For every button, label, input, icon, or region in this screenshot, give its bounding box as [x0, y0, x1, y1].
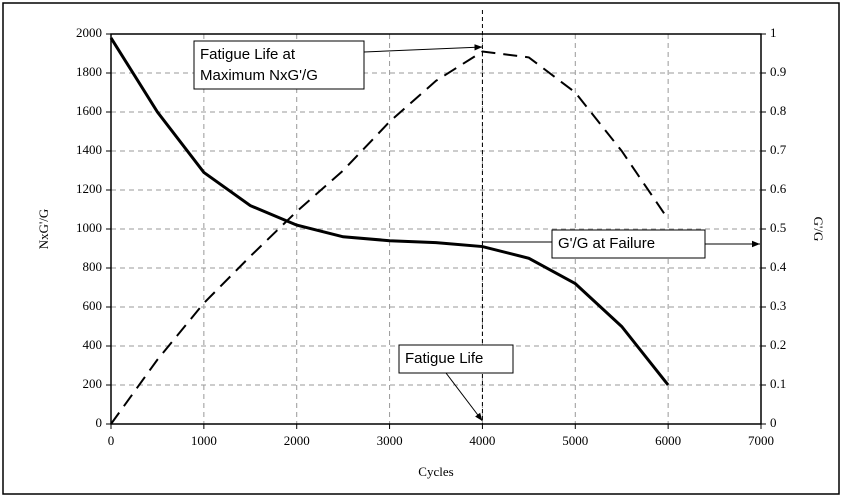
- x-tick-label: 2000: [284, 433, 310, 448]
- arrow: [445, 372, 483, 422]
- x-tick-label: 6000: [655, 433, 681, 448]
- annotation-text: Maximum NxG'/G: [200, 67, 318, 84]
- series-line: [109, 37, 670, 386]
- y-tick-label: 1400: [76, 142, 102, 157]
- plot-border: [110, 33, 762, 425]
- annotation-text: G'/G at Failure: [558, 235, 655, 252]
- annotation-box: [193, 40, 365, 90]
- y2-tick-label: 0.1: [770, 376, 786, 391]
- y-tick-label: 2000: [76, 25, 102, 40]
- arrow: [363, 44, 483, 53]
- annotation-box: [551, 229, 706, 259]
- y-tick-label: 1000: [76, 220, 102, 235]
- annotation-box: [398, 344, 514, 374]
- y2-tick-label: 0: [770, 415, 777, 430]
- annotation-text: Fatigue Life at: [200, 46, 296, 63]
- y2-tick-label: 0.5: [770, 220, 786, 235]
- y-tick-label: 600: [83, 298, 103, 313]
- x-tick-label: 4000: [469, 433, 495, 448]
- y2-tick-label: 0.2: [770, 337, 786, 352]
- y2-axis-label: G'/G: [811, 217, 826, 242]
- y-tick-label: 1800: [76, 64, 102, 79]
- x-tick-label: 0: [108, 433, 115, 448]
- y-tick-label: 200: [83, 376, 103, 391]
- y-tick-label: 1200: [76, 181, 102, 196]
- y2-tick-label: 0.3: [770, 298, 786, 313]
- y2-tick-label: 0.6: [770, 181, 787, 196]
- y-tick-label: 400: [83, 337, 103, 352]
- y-tick-label: 0: [96, 415, 103, 430]
- y-tick-label: 1600: [76, 103, 102, 118]
- x-tick-label: 7000: [748, 433, 774, 448]
- y2-tick-label: 0.7: [770, 142, 787, 157]
- y-tick-label: 800: [83, 259, 103, 274]
- x-tick-label: 3000: [377, 433, 403, 448]
- y2-tick-label: 0.9: [770, 64, 786, 79]
- x-axis-label: Cycles: [418, 464, 453, 479]
- y2-tick-label: 0.4: [770, 259, 787, 274]
- x-tick-label: 1000: [191, 433, 217, 448]
- x-tick-label: 5000: [562, 433, 588, 448]
- annotation-text: Fatigue Life: [405, 350, 483, 367]
- y-axis-label: NxG'/G: [36, 209, 51, 250]
- y2-tick-label: 0.8: [770, 103, 786, 118]
- y2-tick-label: 1: [770, 25, 777, 40]
